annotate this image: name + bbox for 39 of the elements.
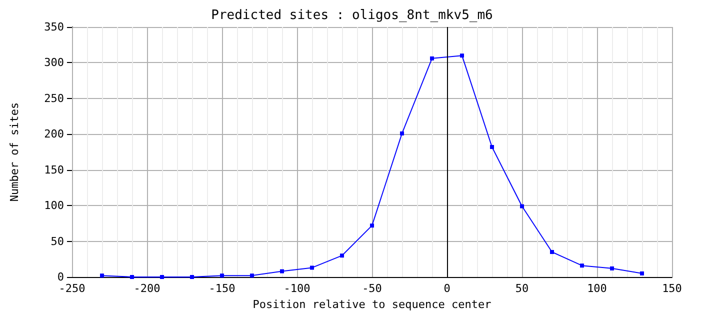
point xyxy=(190,275,194,279)
point xyxy=(490,145,494,149)
y-tick-label: 250 xyxy=(44,92,64,105)
x-tick-label: -150 xyxy=(208,282,236,295)
point xyxy=(520,204,524,208)
point xyxy=(280,269,284,274)
y-tick-label: 0 xyxy=(57,270,64,284)
y-tick-label: 200 xyxy=(44,128,64,141)
point xyxy=(460,54,464,58)
point xyxy=(340,254,344,258)
x-tick-label: 0 xyxy=(444,282,450,295)
y-tick-label: 350 xyxy=(44,20,64,34)
point xyxy=(160,275,164,279)
point xyxy=(610,266,614,270)
point xyxy=(580,264,584,268)
point xyxy=(220,274,224,278)
y-axis-title: Number of sites xyxy=(8,102,21,202)
y-tick-label: 150 xyxy=(44,163,64,176)
point xyxy=(310,266,314,270)
chart-title: Predicted sites : oligos_8nt_mkv5_m6 xyxy=(211,8,493,23)
point xyxy=(100,274,104,278)
point xyxy=(430,56,434,60)
y-tick-label: 50 xyxy=(50,234,64,248)
point xyxy=(550,250,554,254)
x-tick-label: -200 xyxy=(134,282,160,295)
y-tick-label: 300 xyxy=(44,56,64,70)
x-tick-label: 50 xyxy=(515,282,529,295)
x-tick-label: 100 xyxy=(587,282,607,295)
x-tick-label: -50 xyxy=(362,282,382,295)
point xyxy=(250,274,254,278)
point xyxy=(640,271,644,276)
point xyxy=(400,131,404,136)
x-tick-label: -250 xyxy=(58,282,86,295)
y-tick-label: 100 xyxy=(44,199,64,212)
x-tick-label: -100 xyxy=(284,282,310,295)
point xyxy=(130,275,134,279)
x-tick-label: 150 xyxy=(662,282,682,295)
point xyxy=(370,224,374,228)
x-axis-title: Position relative to sequence center xyxy=(252,298,492,311)
